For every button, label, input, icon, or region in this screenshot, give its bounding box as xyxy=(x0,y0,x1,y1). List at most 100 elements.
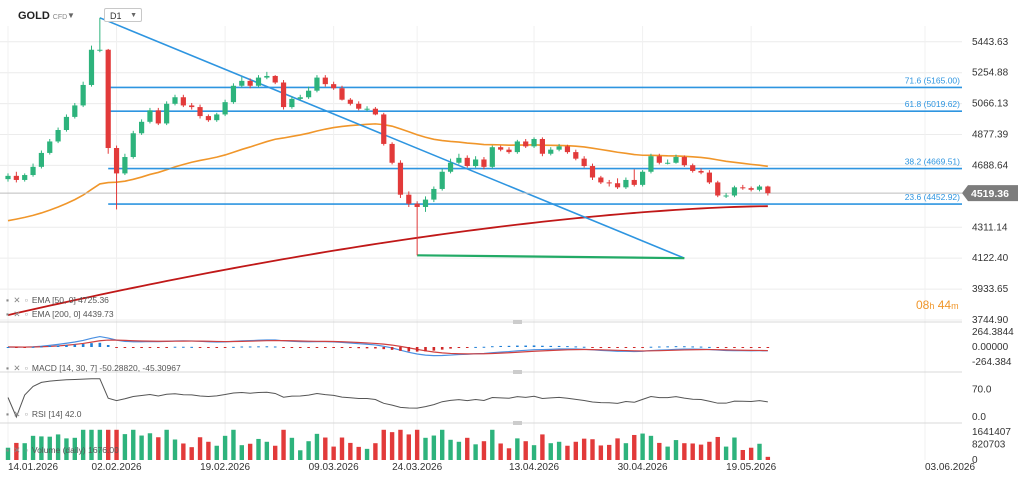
candle-body xyxy=(180,97,186,106)
volume-bar xyxy=(581,438,587,460)
macd-histogram-bar xyxy=(81,344,85,347)
macd-histogram-bar xyxy=(574,346,578,348)
candle-body xyxy=(214,114,220,121)
volume-bar xyxy=(47,436,52,460)
timeframe-select[interactable]: D1 ▼ xyxy=(104,8,142,22)
candle-body xyxy=(556,146,562,150)
candle-body xyxy=(665,162,671,164)
candle-body xyxy=(280,82,287,108)
candle-body xyxy=(239,80,245,86)
volume-bar xyxy=(172,439,178,460)
macd-histogram-bar xyxy=(48,345,52,347)
candle-body xyxy=(72,105,78,117)
volume-bar xyxy=(465,437,470,460)
macd-histogram-bar xyxy=(140,347,143,348)
candle-body xyxy=(222,102,228,115)
settings-icon[interactable]: ▪ ✕ ▫ xyxy=(6,409,29,419)
support-line xyxy=(417,254,685,260)
y-tick-label: 3744.90 xyxy=(972,315,1009,326)
candle-body xyxy=(623,179,629,188)
macd-histogram-bar xyxy=(666,346,669,348)
candle-body xyxy=(189,105,195,108)
x-tick-label: 09.03.2026 xyxy=(309,462,359,473)
volume-bar xyxy=(206,441,211,460)
macd-line xyxy=(7,335,768,357)
volume-bar xyxy=(673,440,679,460)
candle-body xyxy=(356,103,362,109)
candle-body xyxy=(431,188,437,200)
volume-bar xyxy=(256,438,261,460)
macd-histogram-bar xyxy=(591,347,594,348)
macd-histogram-bar xyxy=(741,347,745,348)
macd-histogram-bar xyxy=(265,346,269,348)
macd-histogram-bar xyxy=(624,347,628,348)
candle-body xyxy=(464,157,470,167)
instrument-type: CFD xyxy=(52,14,68,21)
y-tick-label: 3933.65 xyxy=(972,284,1009,295)
macd-histogram-bar xyxy=(465,347,469,348)
rsi-line xyxy=(7,378,768,419)
rsi-tick-label: 0.0 xyxy=(972,412,986,423)
volume-legend[interactable]: ▪ ✕ ▫ Volume (daily) 1676.00 xyxy=(6,445,119,456)
settings-icon[interactable]: ▪ ✕ ▫ xyxy=(6,309,29,319)
candle-body xyxy=(539,139,545,154)
candle-body xyxy=(606,182,612,184)
volume-bar xyxy=(381,429,386,460)
macd-histogram-bar xyxy=(390,347,394,350)
volume-bar xyxy=(281,429,286,460)
volume-bar xyxy=(732,437,737,460)
macd-histogram-bar xyxy=(165,347,168,348)
candle-body xyxy=(723,195,729,197)
candle-body xyxy=(155,110,161,124)
candle-body xyxy=(372,108,378,115)
macd-histogram-bar xyxy=(332,347,335,348)
current-price-label: 4519.36 xyxy=(971,188,1009,200)
volume-bar xyxy=(373,443,378,460)
timeframe-value: D1 xyxy=(110,11,122,21)
macd-legend[interactable]: ▪ ✕ ▫ MACD [14, 30, 7] -50.28820, -45.309… xyxy=(6,363,181,374)
rsi-legend[interactable]: ▪ ✕ ▫ RSI [14] 42.0 xyxy=(6,409,82,420)
settings-icon[interactable]: ▪ ✕ ▫ xyxy=(6,295,29,305)
volume-bar xyxy=(181,443,186,460)
chart-header: GOLD CFD ▼ D1 ▼ xyxy=(0,0,1024,26)
macd-histogram-bar xyxy=(432,347,436,351)
macd-histogram-bar xyxy=(766,347,770,348)
settings-icon[interactable]: ▪ ✕ ▫ xyxy=(6,363,29,373)
candle-body xyxy=(397,162,404,195)
candle-body xyxy=(656,156,662,163)
macd-histogram-bar xyxy=(223,347,227,348)
settings-icon[interactable]: ▪ ✕ ▫ xyxy=(6,445,29,455)
volume-bar xyxy=(72,437,77,460)
symbol-dropdown-icon[interactable]: ▼ xyxy=(67,11,75,20)
volume-bar xyxy=(490,429,495,460)
x-tick-label: 02.02.2026 xyxy=(92,462,142,473)
volume-bar xyxy=(30,435,36,460)
candle-body xyxy=(690,165,696,171)
candle-body xyxy=(389,143,395,163)
macd-histogram-bar xyxy=(658,346,661,348)
candle-body xyxy=(473,159,479,167)
candle-body xyxy=(765,186,771,194)
macd-histogram-bar xyxy=(449,347,452,349)
volume-bar xyxy=(264,441,270,460)
volume-bar xyxy=(515,438,520,460)
x-tick-label: 19.05.2026 xyxy=(726,462,776,473)
ema200-legend[interactable]: ▪ ✕ ▫ EMA [200, 0] 4439.73 xyxy=(6,309,114,320)
volume-bar xyxy=(323,437,328,460)
symbol-name[interactable]: GOLD CFD xyxy=(18,10,67,22)
volume-bar xyxy=(147,433,153,460)
volume-tick-label: 820703 xyxy=(972,440,1006,451)
macd-signal-line xyxy=(7,339,768,355)
macd-histogram-bar xyxy=(474,346,477,348)
volume-bar xyxy=(665,446,670,460)
candle-body xyxy=(514,141,520,153)
ema50-legend[interactable]: ▪ ✕ ▫ EMA [50, 0] 4725.36 xyxy=(6,295,109,306)
volume-bar xyxy=(540,434,545,460)
candle-countdown: 08h 44m xyxy=(916,298,959,312)
volume-bar xyxy=(498,443,503,460)
y-tick-label: 4122.40 xyxy=(972,253,1009,264)
macd-tick-label: 0.00000 xyxy=(972,342,1009,353)
fibonacci-label: 71.6 (5165.00) xyxy=(905,75,960,85)
macd-histogram-bar xyxy=(683,346,686,348)
